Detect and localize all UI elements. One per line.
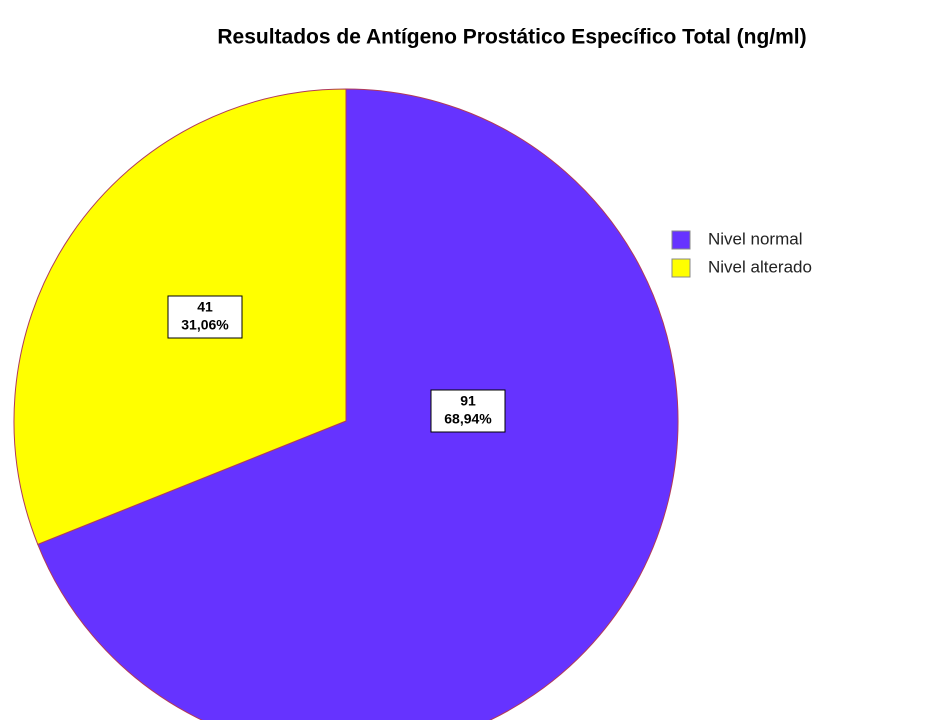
label-box <box>430 389 506 433</box>
legend-swatch <box>671 258 691 278</box>
chart-title: Resultados de Antígeno Prostático Especí… <box>217 26 806 49</box>
percent-label: 31,06% <box>181 317 229 333</box>
data-label: 91 <box>460 393 476 409</box>
legend-label: Nivel normal <box>708 229 802 248</box>
label-box <box>167 295 243 339</box>
pie-slice <box>37 88 679 720</box>
data-label: 41 <box>197 299 213 315</box>
legend-label: Nivel alterado <box>708 257 812 276</box>
percent-label: 68,94% <box>444 411 492 427</box>
legend-swatch <box>671 230 691 250</box>
